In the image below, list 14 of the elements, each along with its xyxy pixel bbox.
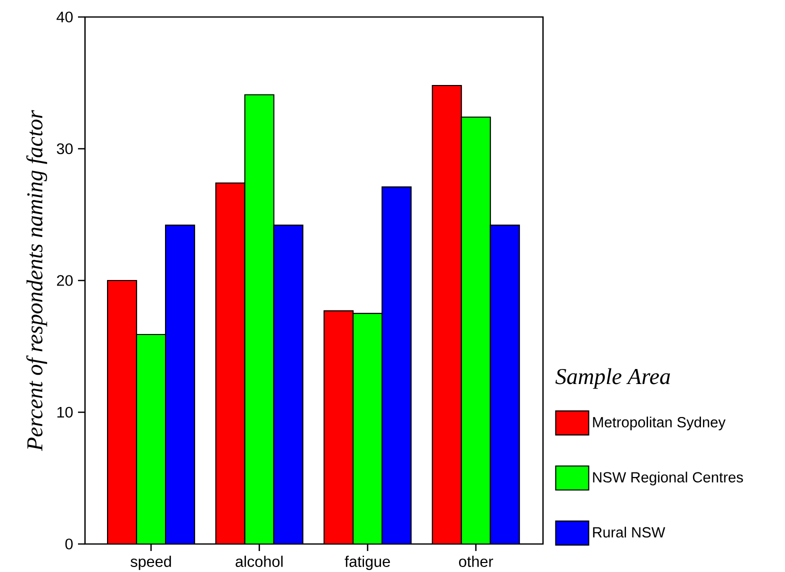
y-tick-label: 40: [56, 12, 73, 22]
legend-label: Metropolitan Sydney: [593, 416, 726, 430]
y-tick-label: 0: [65, 538, 73, 550]
y-tick-label: 30: [56, 143, 73, 154]
legend-label: Rural NSW: [593, 526, 666, 538]
x-tick-label: alcohol: [236, 556, 283, 567]
x-tick-label: fatigue: [344, 556, 390, 570]
y-tick-label: 10: [57, 406, 73, 418]
x-tick-label: other: [459, 556, 494, 567]
x-tick-label: speed: [130, 556, 171, 570]
y-axis-title: Percent of respondents naming factor: [26, 110, 48, 452]
legend-label: NSW Regional Centres: [593, 472, 743, 486]
y-tick-label: 20: [57, 275, 73, 286]
legend-title: Sample Area: [555, 368, 670, 389]
